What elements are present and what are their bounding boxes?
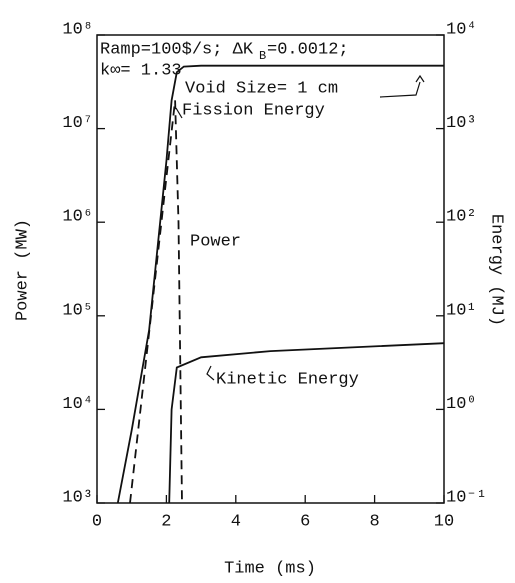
annotation: Kinetic Energy xyxy=(216,370,359,389)
y2-tick-label: 10³ xyxy=(446,114,477,133)
annotation: Void Size= 1 cm xyxy=(185,79,338,98)
x-tick-label: 10 xyxy=(434,512,454,531)
y-tick-label: 10³ xyxy=(62,488,93,507)
series-line xyxy=(116,64,444,504)
annotation: =0.0012; xyxy=(267,40,349,59)
y2-axis-label: Energy (MJ) xyxy=(487,214,506,326)
x-axis-label: Time (ms) xyxy=(224,559,316,578)
y-tick-label: 10⁷ xyxy=(62,114,93,133)
y-tick-label: 10⁶ xyxy=(62,208,93,227)
x-tick-label: 6 xyxy=(300,512,310,531)
series-line xyxy=(129,100,183,504)
leader-line xyxy=(206,365,215,381)
y-tick-label: 10⁵ xyxy=(62,301,93,320)
annotation: Fission Energy xyxy=(182,101,325,120)
x-tick-label: 0 xyxy=(92,512,102,531)
plot-frame xyxy=(96,34,445,504)
annotation: Power xyxy=(190,232,241,251)
x-tick-label: 2 xyxy=(161,512,171,531)
y2-tick-label: 10⁴ xyxy=(446,20,477,39)
x-tick-label: 4 xyxy=(231,512,241,531)
y2-tick-label: 10¹ xyxy=(446,301,477,320)
arrow-head xyxy=(415,74,425,83)
annotation: k∞= 1.33 xyxy=(100,61,182,80)
annotation: Ramp=100$/s; ΔK xyxy=(100,40,254,59)
leader-line xyxy=(175,107,183,119)
series-line xyxy=(168,342,445,504)
y-axis-label: Power (MW) xyxy=(13,219,32,321)
y-tick-label: 10⁸ xyxy=(62,20,93,39)
x-tick-label: 8 xyxy=(369,512,379,531)
y2-tick-label: 10⁰ xyxy=(446,395,477,414)
annotation: B xyxy=(259,49,266,63)
y2-tick-label: 10⁻¹ xyxy=(446,488,487,507)
y2-tick-label: 10² xyxy=(446,208,477,227)
leader-line xyxy=(379,81,421,98)
y-tick-label: 10⁴ xyxy=(62,395,93,414)
